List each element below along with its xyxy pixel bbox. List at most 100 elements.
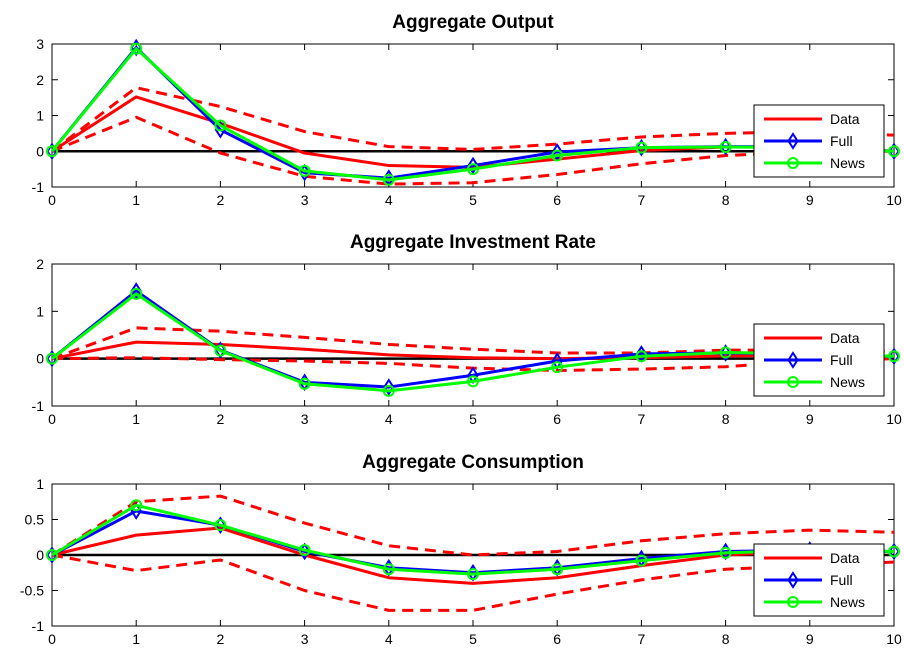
legend-marker — [787, 132, 799, 150]
legend-label: Data — [830, 550, 860, 566]
x-tick-label: 3 — [301, 192, 309, 208]
x-tick-label: 3 — [301, 631, 309, 647]
x-tick-label: 0 — [48, 631, 56, 647]
legend: Data Full News — [753, 543, 885, 617]
x-tick-label: 6 — [553, 631, 561, 647]
legend-marker — [787, 157, 799, 169]
news-marker — [467, 375, 479, 388]
full-marker — [214, 516, 227, 535]
y-tick-label: 2 — [36, 256, 44, 272]
news-marker — [551, 563, 564, 576]
news-marker — [382, 384, 395, 397]
news-marker — [130, 287, 143, 300]
y-tick-label: -1 — [32, 618, 45, 634]
x-tick-label: 7 — [638, 411, 646, 427]
legend-marker — [787, 351, 799, 369]
x-tick-label: 2 — [217, 192, 225, 208]
full-marker — [888, 542, 900, 561]
news-marker — [551, 361, 564, 374]
x-tick-label: 1 — [132, 631, 140, 647]
legend-label: Data — [830, 111, 860, 127]
news-marker — [130, 499, 143, 512]
legend-label: Full — [830, 352, 853, 368]
news-marker — [298, 164, 311, 177]
news-marker — [467, 163, 479, 176]
news-marker — [46, 549, 58, 561]
news-marker — [298, 544, 311, 557]
y-tick-label: -1 — [32, 398, 45, 414]
legend-marker — [787, 571, 799, 589]
full-marker — [888, 142, 900, 161]
x-tick-label: 9 — [806, 192, 814, 208]
x-tick-label: 10 — [886, 411, 902, 427]
x-tick-label: 6 — [553, 411, 561, 427]
news-marker — [214, 519, 227, 532]
legend-label: News — [830, 374, 865, 390]
y-tick-label: -1 — [32, 179, 45, 195]
x-tick-label: 2 — [217, 411, 225, 427]
news-marker — [46, 352, 58, 365]
legend-label: Full — [830, 133, 853, 149]
legend: Data Full News — [753, 104, 885, 178]
news-marker — [214, 119, 227, 132]
y-tick-label: -0.5 — [20, 583, 44, 599]
y-tick-label: 0 — [36, 547, 44, 563]
x-tick-label: 8 — [722, 192, 730, 208]
y-tick-label: 1 — [36, 303, 44, 319]
y-tick-label: 0 — [36, 143, 44, 159]
subplot-title: Aggregate Consumption — [362, 452, 584, 473]
news-marker — [551, 149, 564, 162]
full-marker — [383, 378, 395, 396]
x-tick-label: 10 — [886, 631, 902, 647]
x-tick-label: 4 — [385, 192, 393, 208]
news-marker — [467, 568, 479, 581]
x-tick-label: 8 — [722, 631, 730, 647]
news-marker — [635, 141, 648, 154]
news-marker — [888, 545, 900, 558]
y-tick-label: 1 — [36, 108, 44, 124]
legend-label: Data — [830, 330, 860, 346]
news-marker — [719, 546, 732, 559]
news-marker — [635, 554, 648, 567]
x-tick-label: 4 — [385, 411, 393, 427]
x-tick-label: 2 — [217, 631, 225, 647]
x-tick-label: 5 — [469, 192, 477, 208]
legend: Data Full News — [753, 323, 885, 397]
full-marker — [719, 137, 732, 156]
y-tick-label: 0 — [36, 351, 44, 367]
news-marker — [888, 350, 900, 363]
x-tick-label: 0 — [48, 192, 56, 208]
full-marker — [467, 156, 479, 175]
x-tick-label: 4 — [385, 631, 393, 647]
news-marker — [382, 563, 395, 576]
full-marker — [888, 347, 900, 366]
legend-marker — [787, 376, 799, 388]
subplot-title: Aggregate Output — [392, 12, 554, 33]
legend-marker — [787, 596, 799, 608]
confidence-band-line — [51, 494, 895, 557]
x-tick-label: 8 — [722, 411, 730, 427]
legend-label: News — [830, 155, 865, 171]
y-tick-label: 3 — [36, 36, 44, 52]
full-marker — [635, 138, 648, 157]
x-tick-label: 6 — [553, 192, 561, 208]
x-tick-label: 1 — [132, 411, 140, 427]
news-marker — [298, 377, 311, 390]
news-marker — [719, 346, 732, 359]
news-marker — [635, 350, 648, 363]
legend-label: Full — [830, 572, 853, 588]
x-tick-label: 5 — [469, 631, 477, 647]
news-marker — [382, 173, 395, 186]
y-tick-label: 0.5 — [25, 512, 45, 528]
x-tick-label: 7 — [638, 631, 646, 647]
subplot-title: Aggregate Investment Rate — [350, 232, 596, 253]
x-tick-label: 7 — [638, 192, 646, 208]
x-tick-label: 1 — [132, 192, 140, 208]
legend-label: News — [830, 594, 865, 610]
y-tick-label: 1 — [36, 476, 44, 492]
full-marker — [719, 344, 732, 362]
news-marker — [719, 140, 732, 153]
